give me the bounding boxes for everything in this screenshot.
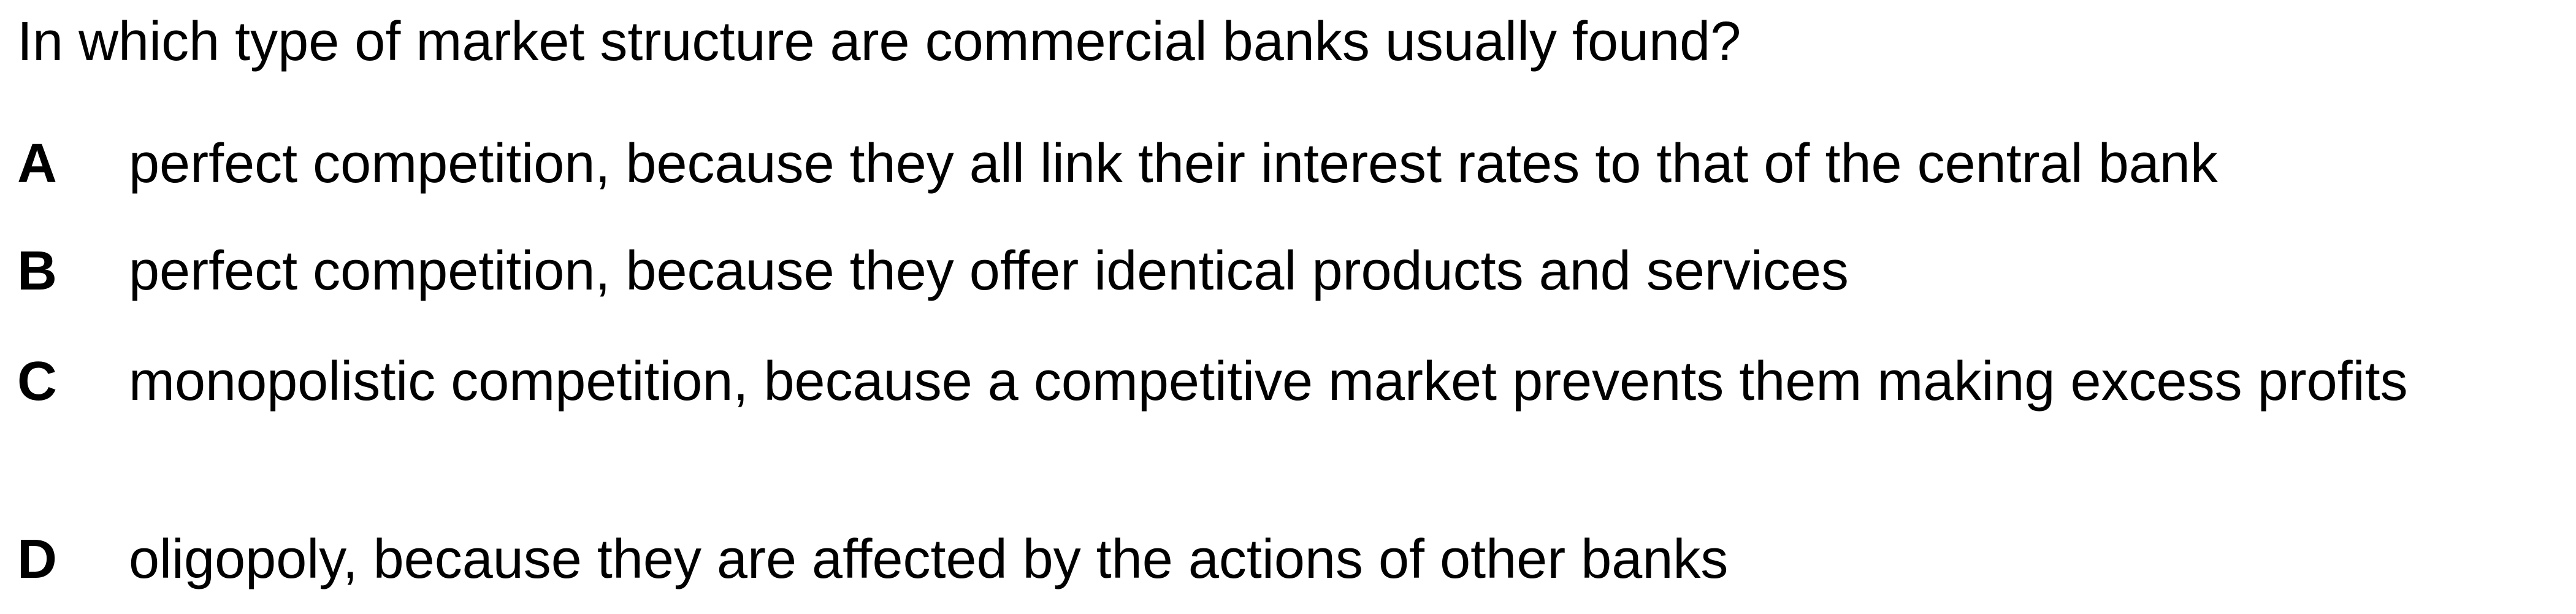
option-text-d: oligopoly, because they are affected by … [129, 529, 1729, 590]
option-letter-d: D [17, 529, 57, 590]
option-text-c: monopolistic competition, because a comp… [129, 351, 2408, 412]
option-text-a: perfect competition, because they all li… [129, 133, 2218, 194]
option-letter-c: C [17, 351, 57, 412]
option-letter-a: A [17, 133, 57, 194]
question-stem: In which type of market structure are co… [17, 11, 1741, 72]
option-letter-b: B [17, 240, 57, 302]
option-text-b: perfect competition, because they offer … [129, 240, 1849, 302]
